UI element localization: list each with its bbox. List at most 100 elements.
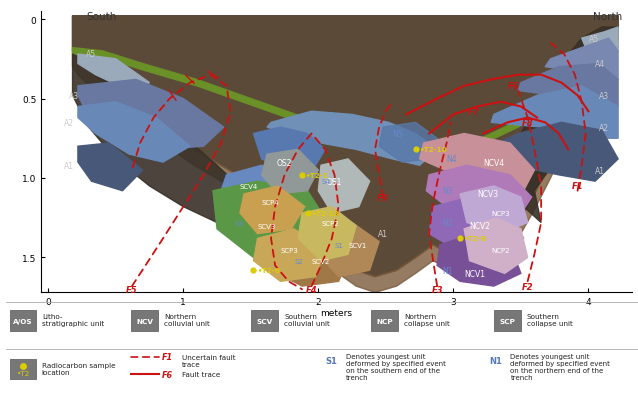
Text: NCV: NCV <box>136 318 153 324</box>
Text: Northern
collapse unit: Northern collapse unit <box>404 314 450 327</box>
Text: Denotes youngest unit
deformed by specified event
on the southern end of the
tre: Denotes youngest unit deformed by specif… <box>346 353 446 380</box>
Text: F3: F3 <box>431 285 443 294</box>
Text: SCV1: SCV1 <box>348 242 366 248</box>
Text: F7: F7 <box>468 107 479 116</box>
Text: S1: S1 <box>334 242 343 248</box>
Polygon shape <box>271 242 348 286</box>
Polygon shape <box>464 218 528 274</box>
Text: North: North <box>593 12 622 22</box>
FancyBboxPatch shape <box>131 310 158 331</box>
Polygon shape <box>429 198 524 258</box>
Polygon shape <box>460 186 528 234</box>
Polygon shape <box>73 55 258 234</box>
Polygon shape <box>379 123 437 163</box>
Text: N5: N5 <box>392 130 403 139</box>
Text: A4: A4 <box>595 60 605 69</box>
Polygon shape <box>267 112 437 166</box>
Text: N4: N4 <box>447 155 457 164</box>
Polygon shape <box>507 28 618 223</box>
Text: S4: S4 <box>321 179 330 185</box>
Text: A2: A2 <box>598 124 609 132</box>
Polygon shape <box>78 80 224 150</box>
Polygon shape <box>582 28 618 55</box>
Polygon shape <box>298 207 356 261</box>
Text: NCV1: NCV1 <box>464 269 485 278</box>
Polygon shape <box>78 144 143 191</box>
Text: F2: F2 <box>522 282 533 291</box>
Polygon shape <box>253 128 325 170</box>
Text: NCV4: NCV4 <box>483 158 504 167</box>
Text: Radiocarbon sample
location: Radiocarbon sample location <box>41 362 115 375</box>
Text: Fault trace: Fault trace <box>182 371 220 377</box>
Text: Southern
collapse unit: Southern collapse unit <box>527 314 573 327</box>
Polygon shape <box>73 17 618 277</box>
Text: F6: F6 <box>508 82 520 91</box>
Polygon shape <box>213 182 332 261</box>
Polygon shape <box>221 166 294 207</box>
Text: •T2-6: •T2-6 <box>258 267 281 273</box>
Text: Uncertain fault
trace: Uncertain fault trace <box>182 354 235 368</box>
Polygon shape <box>262 150 318 194</box>
FancyBboxPatch shape <box>10 359 36 379</box>
Text: F9: F9 <box>377 193 389 202</box>
Polygon shape <box>545 39 618 80</box>
FancyBboxPatch shape <box>251 310 278 331</box>
Text: SCV4: SCV4 <box>240 184 258 189</box>
FancyBboxPatch shape <box>10 310 36 331</box>
X-axis label: meters: meters <box>320 308 353 317</box>
Text: SCP3: SCP3 <box>281 247 298 253</box>
Text: Denotes youngest unit
deformed by specified event
on the northern end of the
tre: Denotes youngest unit deformed by specif… <box>510 353 611 380</box>
Text: A5: A5 <box>86 51 96 59</box>
Polygon shape <box>240 186 305 234</box>
Text: A1: A1 <box>64 161 75 170</box>
Text: N1: N1 <box>489 356 503 365</box>
Text: S3: S3 <box>235 220 244 226</box>
Polygon shape <box>318 160 369 213</box>
Text: •T2-13: •T2-13 <box>311 211 339 217</box>
Polygon shape <box>73 28 618 153</box>
Text: A2: A2 <box>64 119 75 128</box>
Text: NCV2: NCV2 <box>470 222 491 231</box>
Polygon shape <box>318 223 379 277</box>
Text: A1: A1 <box>378 229 388 239</box>
Text: N1: N1 <box>443 266 453 275</box>
Polygon shape <box>420 134 535 191</box>
Text: NCP: NCP <box>376 318 393 324</box>
Text: SCP2: SCP2 <box>321 220 339 226</box>
Text: A/OS: A/OS <box>13 318 33 324</box>
Text: OS2: OS2 <box>277 158 292 167</box>
Text: A3: A3 <box>68 91 78 101</box>
Polygon shape <box>426 166 531 223</box>
Text: SCV2: SCV2 <box>311 258 330 264</box>
FancyBboxPatch shape <box>371 310 398 331</box>
Text: F1: F1 <box>162 352 173 361</box>
Text: •T2: •T2 <box>17 370 30 376</box>
Text: NCP3: NCP3 <box>491 211 510 217</box>
Text: F1: F1 <box>572 182 583 191</box>
Polygon shape <box>491 87 618 139</box>
Text: F6: F6 <box>162 370 173 379</box>
Text: Northern
colluvial unit: Northern colluvial unit <box>165 314 210 327</box>
Text: F4: F4 <box>306 285 317 294</box>
Text: F5: F5 <box>126 285 138 294</box>
Text: A1: A1 <box>595 166 605 175</box>
Text: SCP4: SCP4 <box>262 199 279 205</box>
Polygon shape <box>470 123 618 182</box>
Text: F8: F8 <box>522 119 533 128</box>
Text: South: South <box>86 12 116 22</box>
Text: Litho-
stratigraphic unit: Litho- stratigraphic unit <box>42 314 105 327</box>
FancyBboxPatch shape <box>494 310 521 331</box>
Polygon shape <box>78 102 190 163</box>
Text: N3: N3 <box>443 187 453 196</box>
Text: S1: S1 <box>325 356 338 365</box>
Text: A3: A3 <box>598 91 609 101</box>
Text: SCV: SCV <box>256 318 273 324</box>
Polygon shape <box>73 32 618 293</box>
Text: OS1: OS1 <box>327 177 342 186</box>
Polygon shape <box>78 55 149 91</box>
Text: SCP: SCP <box>500 318 516 324</box>
Text: S2: S2 <box>294 258 303 264</box>
Text: •T2-8: •T2-8 <box>464 236 487 242</box>
Polygon shape <box>253 229 325 282</box>
Text: N2: N2 <box>443 219 453 227</box>
